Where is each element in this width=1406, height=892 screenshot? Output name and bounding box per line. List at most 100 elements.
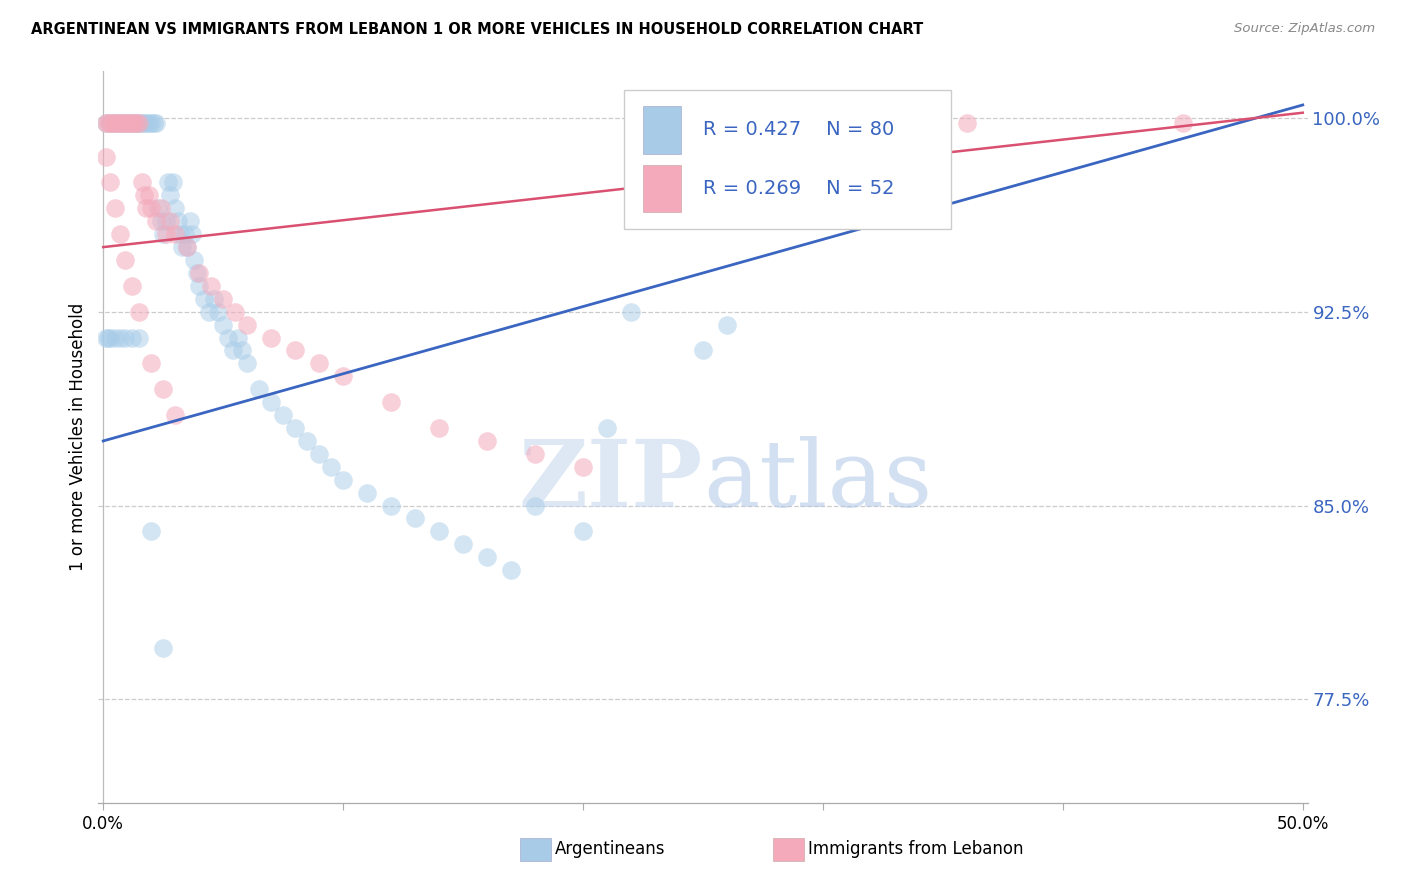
- Point: [101, 116, 124, 130]
- Point: [271, 408, 294, 422]
- Point: [125, 116, 148, 130]
- Point: [165, 408, 187, 422]
- Point: [138, 116, 160, 130]
- Point: [620, 304, 643, 318]
- Point: [165, 202, 187, 216]
- Point: [97, 330, 120, 344]
- Point: [308, 447, 330, 461]
- Point: [118, 116, 141, 130]
- Text: R = 0.269    N = 52: R = 0.269 N = 52: [703, 179, 894, 198]
- Point: [132, 116, 155, 130]
- Point: [115, 116, 138, 130]
- Point: [572, 459, 595, 474]
- Point: [149, 214, 172, 228]
- Point: [100, 116, 122, 130]
- Point: [1171, 116, 1194, 130]
- Point: [475, 434, 498, 448]
- Point: [226, 330, 249, 344]
- Bar: [643, 165, 682, 212]
- Text: ARGENTINEAN VS IMMIGRANTS FROM LEBANON 1 OR MORE VEHICLES IN HOUSEHOLD CORRELATI: ARGENTINEAN VS IMMIGRANTS FROM LEBANON 1…: [31, 22, 924, 37]
- Point: [142, 116, 165, 130]
- Point: [100, 330, 122, 344]
- Point: [101, 116, 124, 130]
- Point: [524, 499, 547, 513]
- Point: [260, 330, 283, 344]
- Point: [135, 202, 157, 216]
- Point: [176, 240, 198, 254]
- Point: [131, 176, 153, 190]
- Point: [200, 278, 222, 293]
- Point: [115, 116, 138, 130]
- Text: Source: ZipAtlas.com: Source: ZipAtlas.com: [1234, 22, 1375, 36]
- Point: [166, 214, 188, 228]
- Point: [124, 116, 146, 130]
- Point: [114, 116, 136, 130]
- Point: [141, 202, 163, 216]
- Point: [427, 524, 450, 539]
- Point: [222, 343, 245, 358]
- Point: [128, 304, 150, 318]
- Point: [295, 434, 318, 448]
- Point: [332, 369, 354, 384]
- Point: [141, 116, 163, 130]
- Point: [179, 214, 201, 228]
- Point: [145, 214, 167, 228]
- Point: [121, 330, 143, 344]
- Point: [380, 499, 402, 513]
- Point: [236, 356, 259, 370]
- Point: [159, 214, 181, 228]
- Point: [404, 511, 426, 525]
- Point: [596, 421, 619, 435]
- Point: [956, 116, 979, 130]
- Point: [152, 382, 174, 396]
- Point: [108, 116, 131, 130]
- Point: [100, 116, 122, 130]
- Point: [321, 459, 343, 474]
- Point: [141, 524, 163, 539]
- Point: [108, 116, 131, 130]
- Text: R = 0.427    N = 80: R = 0.427 N = 80: [703, 120, 894, 139]
- Point: [107, 116, 129, 130]
- Point: [145, 116, 167, 130]
- Point: [231, 343, 253, 358]
- Point: [125, 116, 148, 130]
- Point: [135, 116, 157, 130]
- Point: [193, 292, 215, 306]
- Point: [121, 116, 143, 130]
- Point: [173, 227, 195, 242]
- Point: [100, 176, 122, 190]
- Point: [207, 304, 229, 318]
- Point: [107, 116, 129, 130]
- Y-axis label: 1 or more Vehicles in Household: 1 or more Vehicles in Household: [69, 303, 87, 571]
- Point: [104, 116, 127, 130]
- Point: [183, 253, 205, 268]
- Point: [162, 176, 184, 190]
- Point: [108, 227, 131, 242]
- Point: [524, 447, 547, 461]
- Point: [260, 395, 283, 409]
- Point: [165, 227, 187, 242]
- Point: [692, 343, 714, 358]
- Point: [159, 188, 181, 202]
- Point: [716, 318, 738, 332]
- Point: [118, 116, 141, 130]
- Point: [152, 227, 174, 242]
- Text: ZIP: ZIP: [519, 436, 703, 526]
- Point: [94, 330, 117, 344]
- Point: [380, 395, 402, 409]
- Point: [94, 116, 117, 130]
- Point: [104, 116, 127, 130]
- Point: [149, 202, 172, 216]
- Point: [138, 188, 160, 202]
- Point: [332, 473, 354, 487]
- Point: [124, 116, 146, 130]
- Point: [451, 537, 474, 551]
- Point: [212, 292, 235, 306]
- Point: [148, 202, 170, 216]
- Point: [236, 318, 259, 332]
- Point: [356, 485, 378, 500]
- Point: [186, 266, 208, 280]
- Point: [308, 356, 330, 370]
- Point: [155, 227, 177, 242]
- Point: [114, 116, 136, 130]
